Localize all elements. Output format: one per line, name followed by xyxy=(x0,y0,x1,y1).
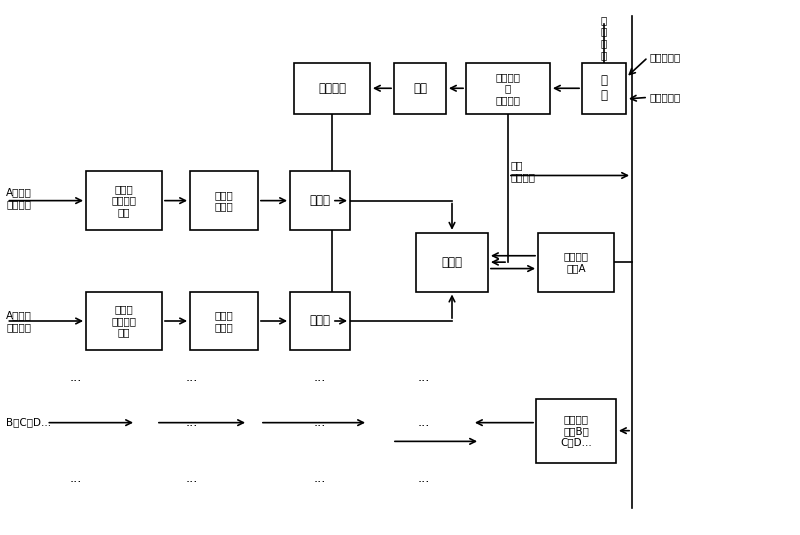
Text: ...: ... xyxy=(418,416,430,429)
Text: 电平转
换、滤波
电路: 电平转 换、滤波 电路 xyxy=(111,184,137,217)
Bar xyxy=(394,63,446,114)
Text: 标
频
信
号: 标 频 信 号 xyxy=(601,15,607,60)
Bar xyxy=(190,292,258,350)
Text: 累加器: 累加器 xyxy=(310,194,330,207)
Text: 延时: 延时 xyxy=(413,82,427,95)
Text: ...: ... xyxy=(418,371,430,384)
Text: 电平转
换、滤波
电路: 电平转 换、滤波 电路 xyxy=(111,304,137,338)
Text: ...: ... xyxy=(314,416,326,429)
Text: ...: ... xyxy=(314,371,326,384)
Text: ...: ... xyxy=(70,472,82,485)
Bar xyxy=(86,171,162,230)
Bar xyxy=(290,292,350,350)
Text: 内标频信号: 内标频信号 xyxy=(650,93,681,102)
Text: ...: ... xyxy=(70,371,82,384)
Text: 减法器: 减法器 xyxy=(442,256,462,269)
Text: 采样
同步信号: 采样 同步信号 xyxy=(510,160,535,182)
Bar xyxy=(190,171,258,230)
Text: A通道正
脉冲输入: A通道正 脉冲输入 xyxy=(6,187,32,209)
Text: ...: ... xyxy=(186,371,198,384)
Bar xyxy=(416,233,488,292)
Text: 切
换: 切 换 xyxy=(601,74,607,102)
Bar xyxy=(538,233,614,292)
Text: 计数值寄
存器B、
C、D...: 计数值寄 存器B、 C、D... xyxy=(560,414,592,447)
Text: ...: ... xyxy=(418,472,430,485)
Bar xyxy=(466,63,550,114)
Bar xyxy=(294,63,370,114)
Text: 累加器: 累加器 xyxy=(310,315,330,327)
Text: ...: ... xyxy=(186,472,198,485)
Text: 计数值寄
存器A: 计数值寄 存器A xyxy=(563,251,589,273)
Bar xyxy=(582,63,626,114)
Text: 施密特
触发器: 施密特 触发器 xyxy=(214,190,234,211)
Bar xyxy=(290,171,350,230)
Text: ...: ... xyxy=(314,472,326,485)
Text: 施密特
触发器: 施密特 触发器 xyxy=(214,310,234,332)
Bar xyxy=(536,399,616,463)
Text: 外标频信号: 外标频信号 xyxy=(650,52,681,62)
Text: A通道负
脉冲输入: A通道负 脉冲输入 xyxy=(6,310,32,332)
Bar xyxy=(86,292,162,350)
Text: 计数周期
及
时序控制: 计数周期 及 时序控制 xyxy=(495,72,521,105)
Text: ...: ... xyxy=(186,416,198,429)
Text: B、C、D...: B、C、D... xyxy=(6,418,51,427)
Text: 清零逻辑: 清零逻辑 xyxy=(318,82,346,95)
